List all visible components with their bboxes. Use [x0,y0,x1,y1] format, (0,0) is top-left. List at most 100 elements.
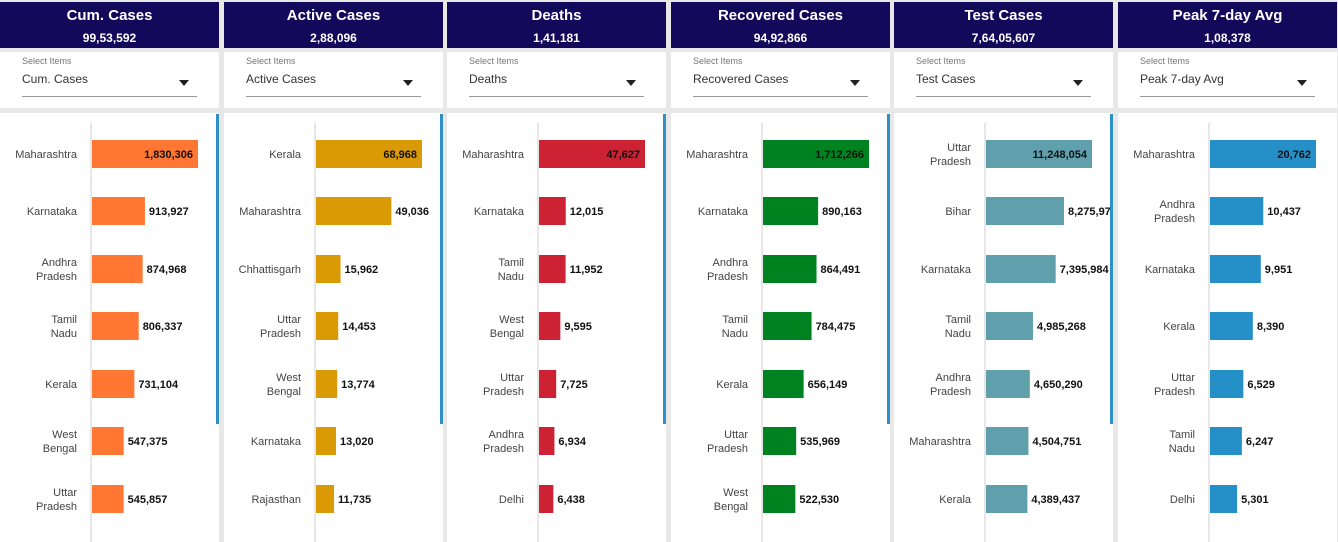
header-title: Cum. Cases [66,7,153,24]
select-label: Select Items [246,56,296,66]
category-label: Maharashtra [462,149,525,161]
header-title: Recovered Cases [717,7,844,24]
bar-chart-svg: Maharashtra 1,830,306 Karnataka 913,927 Andh… [15,123,198,542]
data-label: 6,438 [557,494,585,506]
category-label: Uttar Pradesh [36,487,77,513]
category-label: Tamil Nadu [51,314,77,340]
data-label: 15,962 [345,264,379,276]
chevron-down-icon[interactable] [179,80,189,86]
peak-7-day-avg-bar-chart: Maharashtra 20,762 Andhra Pradesh 10,437 Karn… [1118,113,1337,542]
bar [986,312,1033,340]
select-value[interactable]: Recovered Cases [693,72,789,86]
select-label: Select Items [22,56,72,66]
scrollbar[interactable] [1110,114,1113,424]
bar [92,427,124,455]
bar [539,485,554,513]
bar [316,370,338,398]
select-value[interactable]: Deaths [469,72,508,86]
deaths-select[interactable]: Select Items Deaths [447,52,666,108]
bar [986,485,1028,513]
bar [316,312,339,340]
bar [539,427,555,455]
select-value[interactable]: Active Cases [246,72,317,86]
cum-cases-select[interactable]: Select Items Cum. Cases [0,52,219,108]
cum-cases-column: Cum. Cases 99,53,592 Select Items Cum. Case… [0,0,219,542]
select-value[interactable]: Peak 7-day Avg [1140,72,1224,86]
bar [763,312,812,340]
chevron-down-icon[interactable] [403,80,413,86]
scrollbar[interactable] [663,114,666,424]
select-label: Select Items [693,56,743,66]
category-label: Kerala [716,379,749,391]
header-total: 94,92,866 [753,31,808,45]
select-label: Select Items [469,56,519,66]
recovered-cases-column: Recovered Cases 94,92,866 Select Items Reco… [671,0,890,542]
recovered-cases-bar-chart: Maharashtra 1,712,266 Karnataka 890,163 Andh… [671,113,890,542]
data-label: 13,020 [340,436,374,448]
data-label: 68,968 [383,149,417,161]
data-label: 4,650,290 [1034,379,1083,391]
active-cases-column: Active Cases 2,88,096 Select Items Active C… [224,0,443,542]
deaths-bar-chart: Maharashtra 47,627 Karnataka 12,015 Tamil Nad… [447,113,666,542]
chevron-down-icon[interactable] [850,80,860,86]
scrollbar[interactable] [216,114,219,424]
peak-7-day-avg-column: Peak 7-day Avg 1,08,378 Select Items Peak 7… [1118,0,1337,542]
category-label: Delhi [499,494,524,506]
chevron-down-icon[interactable] [1073,80,1083,86]
peak-7-day-avg-select[interactable]: Select Items Peak 7-day Avg [1118,52,1337,108]
select-value[interactable]: Cum. Cases [22,72,89,86]
active-cases-bar-chart: Kerala 68,968 Maharashtra 49,036 Chhattisgar… [224,113,443,542]
category-label: Kerala [1163,321,1196,333]
category-label: Kerala [45,379,78,391]
data-label: 11,248,054 [1033,149,1088,161]
data-label: 13,774 [341,379,376,391]
data-label: 4,389,437 [1031,494,1080,506]
bar-chart-svg: Uttar Pradesh 11,248,054 Bihar 8,275,971 Karn… [909,123,1113,542]
data-label: 913,927 [149,206,189,218]
cum-cases-bar-chart: Maharashtra 1,830,306 Karnataka 913,927 Andh… [0,113,219,542]
header-total: 1,08,378 [1204,31,1251,45]
bar [316,197,392,225]
category-label: Uttar Pradesh [260,314,301,340]
header-title: Deaths [531,7,582,24]
category-label: Maharashtra [686,149,749,161]
select-underline [469,96,644,97]
data-label: 47,627 [606,149,640,161]
data-label: 731,104 [138,379,179,391]
bar [986,140,1092,168]
category-label: Uttar Pradesh [707,429,748,455]
data-label: 864,491 [821,264,861,276]
data-label: 547,375 [128,436,168,448]
active-cases-select[interactable]: Select Items Active Cases [224,52,443,108]
bar [986,255,1056,283]
recovered-cases-select[interactable]: Select Items Recovered Cases [671,52,890,108]
test-cases-bar-chart: Uttar Pradesh 11,248,054 Bihar 8,275,971 Karn… [894,113,1113,542]
select-underline [693,96,868,97]
scrollbar[interactable] [440,114,443,424]
chevron-down-icon[interactable] [1297,80,1307,86]
category-label: West Bengal [267,372,301,398]
data-label: 784,475 [816,321,856,333]
bar [1210,197,1264,225]
data-label: 522,530 [799,494,839,506]
deaths-header: Deaths 1,41,181 [447,2,666,48]
data-label: 545,857 [128,494,168,506]
select-underline [246,96,421,97]
bar [92,370,135,398]
category-label: Tamil Nadu [722,314,748,340]
data-label: 6,247 [1246,436,1274,448]
chevron-down-icon[interactable] [626,80,636,86]
select-value[interactable]: Test Cases [916,72,976,86]
data-label: 6,934 [558,436,586,448]
category-label: Tamil Nadu [498,257,524,283]
scrollbar[interactable] [887,114,890,424]
bar [763,140,869,168]
bar [1210,312,1253,340]
bar [539,140,645,168]
bar [316,255,341,283]
bar [763,427,797,455]
category-label: Andhra Pradesh [707,257,749,283]
test-cases-column: Test Cases 7,64,05,607 Select Items Test Ca… [894,0,1113,542]
test-cases-select[interactable]: Select Items Test Cases [894,52,1113,108]
bar [539,312,561,340]
